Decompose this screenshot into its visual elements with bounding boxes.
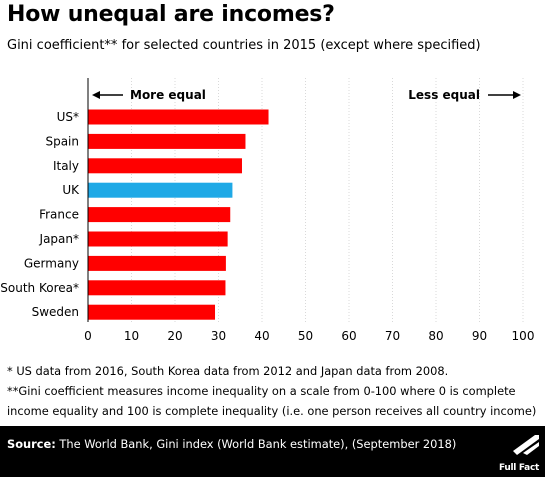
- full-fact-logo: Full Fact: [493, 435, 539, 473]
- bar-chart: US* Spain Italy UK France Japan* Germany South …: [0, 78, 535, 343]
- full-fact-logo-icon: [513, 435, 539, 455]
- category-label: US*: [57, 110, 79, 124]
- source-line: Source: The World Bank, Gini index (Worl…: [7, 437, 456, 451]
- x-tick-label: 40: [254, 329, 269, 343]
- category-label: Germany: [24, 256, 79, 270]
- bar: [88, 280, 226, 296]
- bar: [88, 231, 228, 247]
- x-tick-label: 80: [428, 329, 443, 343]
- category-label: Japan*: [39, 232, 79, 246]
- x-tick-label: 0: [84, 329, 92, 343]
- chart-subtitle: Gini coefficient** for selected countrie…: [7, 38, 481, 53]
- chart-title: How unequal are incomes?: [7, 2, 335, 27]
- bar: [88, 182, 233, 198]
- x-tick-label: 50: [298, 329, 313, 343]
- right-arrow-head: [513, 91, 521, 99]
- category-label: Spain: [45, 134, 79, 148]
- category-label: UK: [62, 183, 80, 197]
- bar: [88, 304, 216, 320]
- logo-text: Full Fact: [498, 463, 539, 473]
- x-tick-label: 70: [385, 329, 400, 343]
- bar: [88, 109, 269, 125]
- x-tick-label: 20: [167, 329, 182, 343]
- footnotes: * US data from 2016, South Korea data fr…: [7, 361, 542, 421]
- category-label: South Korea*: [0, 281, 79, 295]
- bar: [88, 133, 246, 149]
- annotation-more-equal: More equal: [130, 88, 206, 102]
- x-tick-label: 90: [472, 329, 487, 343]
- category-label: France: [39, 208, 79, 222]
- bar: [88, 255, 226, 271]
- x-tick-label: 60: [341, 329, 356, 343]
- footnote-1: * US data from 2016, South Korea data fr…: [7, 364, 449, 378]
- x-tick-label: 30: [211, 329, 226, 343]
- bar: [88, 158, 242, 174]
- footnote-2: **Gini coefficient measures income inequ…: [7, 384, 516, 398]
- bar: [88, 207, 231, 223]
- source-text: The World Bank, Gini index (World Bank e…: [55, 437, 457, 451]
- x-tick-label: 100: [512, 329, 535, 343]
- left-arrow-head: [92, 91, 100, 99]
- x-tick-label: 10: [124, 329, 139, 343]
- source-label: Source:: [7, 437, 56, 451]
- category-label: Sweden: [32, 305, 79, 319]
- annotation-less-equal: Less equal: [408, 88, 480, 102]
- category-label: Italy: [53, 159, 79, 173]
- footer-bar: Source: The World Bank, Gini index (Worl…: [0, 426, 545, 477]
- footnote-3: income equality and 100 is complete ineq…: [7, 404, 537, 418]
